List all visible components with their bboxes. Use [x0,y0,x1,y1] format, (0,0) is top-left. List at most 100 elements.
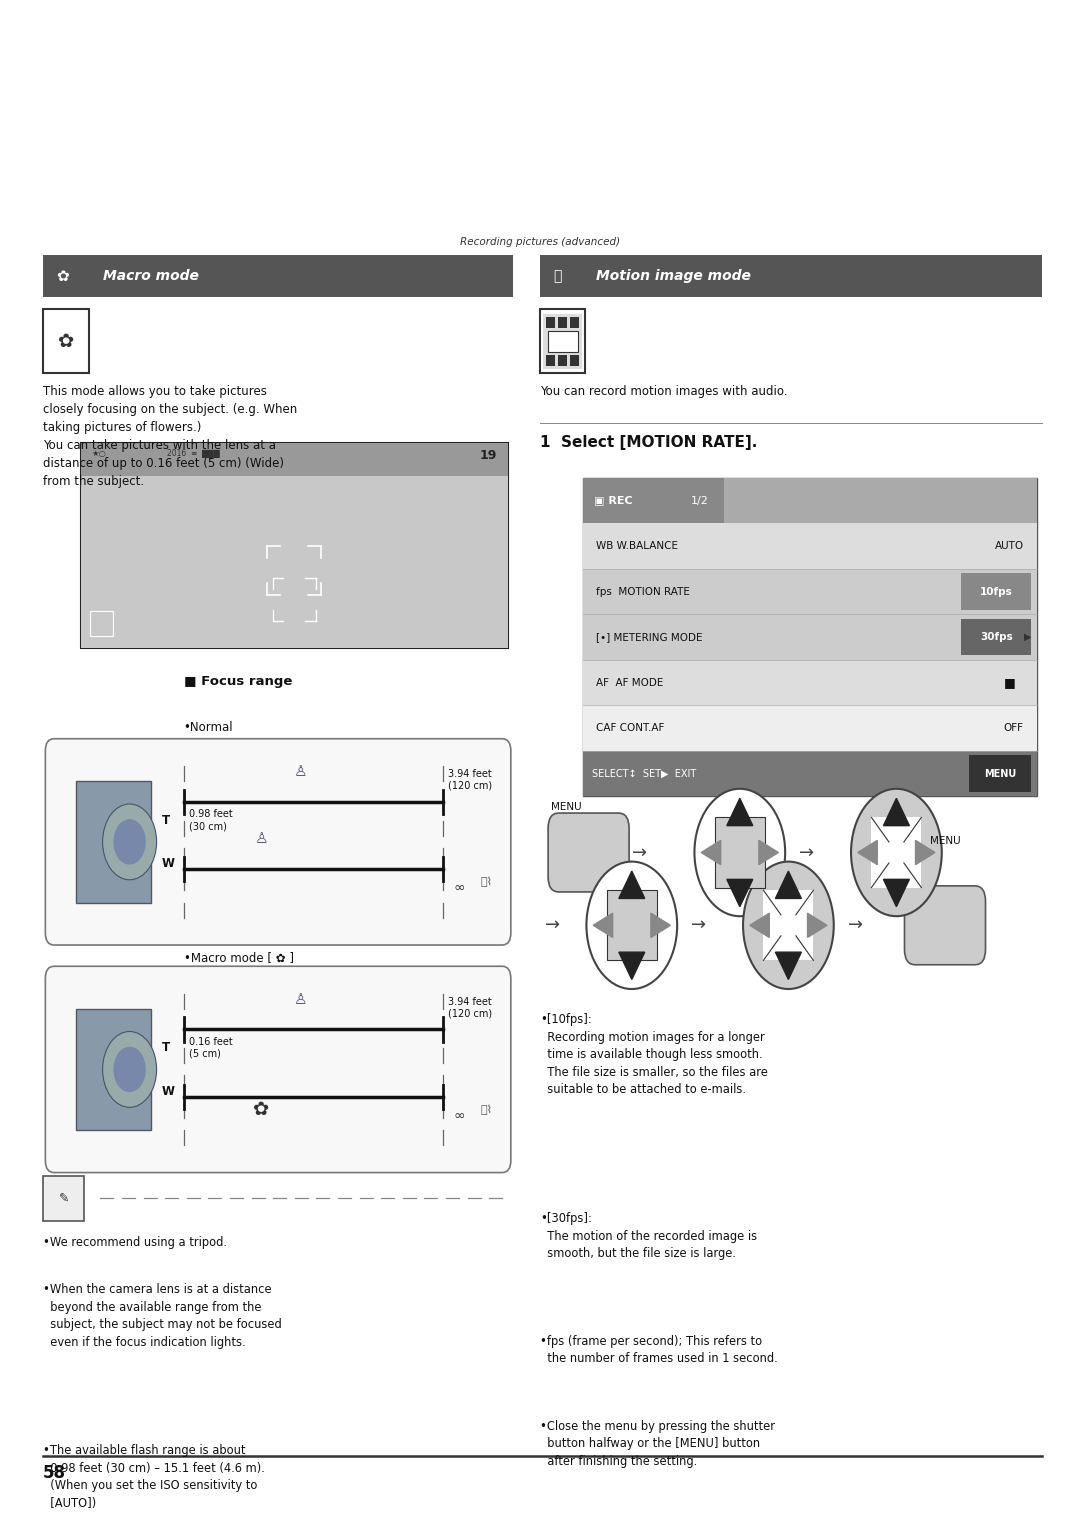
Polygon shape [858,841,877,865]
Bar [81,443,508,647]
FancyBboxPatch shape [905,887,986,964]
Text: 30fps: 30fps [980,632,1013,642]
Text: ■: ■ [1004,676,1015,690]
Text: CAF CONT.AF: CAF CONT.AF [596,723,664,732]
Text: Macro mode: Macro mode [103,269,199,284]
Text: Motion image mode: Motion image mode [596,269,751,284]
Polygon shape [883,798,909,826]
Text: •Close the menu by pressing the shutter
  button halfway or the [MENU] button
  : •Close the menu by pressing the shutter … [540,1419,775,1468]
Text: Recording pictures (advanced): Recording pictures (advanced) [460,237,620,247]
Polygon shape [619,871,645,899]
FancyBboxPatch shape [45,966,511,1172]
FancyBboxPatch shape [583,478,1037,797]
Polygon shape [775,952,801,980]
Bar [558,356,567,366]
Text: ⛰⌇: ⛰⌇ [481,877,492,888]
Bar [583,523,1037,569]
Text: ✎: ✎ [58,1192,69,1206]
Bar [607,890,657,960]
Text: 58: 58 [43,1463,66,1482]
Text: •fps (frame per second); This refers to
  the number of frames used in 1 second.: •fps (frame per second); This refers to … [540,1335,778,1366]
Bar [570,356,579,366]
Text: 3.94 feet
(120 cm): 3.94 feet (120 cm) [448,996,492,1018]
Text: AF  AF MODE: AF AF MODE [596,678,663,688]
Text: •The available flash range is about
  0.98 feet (30 cm) – 15.1 feet (4.6 m).
  (: •The available flash range is about 0.98… [43,1444,265,1509]
Text: ■ Focus range: ■ Focus range [184,674,292,688]
Text: ∞: ∞ [454,881,465,894]
Text: ▶: ▶ [1024,632,1031,642]
Text: ∞: ∞ [454,1108,465,1123]
FancyBboxPatch shape [43,310,89,374]
Bar [961,574,1031,610]
Text: 1  Select [MOTION RATE].: 1 Select [MOTION RATE]. [540,435,757,450]
Polygon shape [808,913,827,937]
Text: You can record motion images with audio.: You can record motion images with audio. [540,385,787,398]
Polygon shape [775,871,801,899]
Text: ★○: ★○ [92,449,107,458]
Text: ▣ REC: ▣ REC [594,496,633,505]
Bar [81,443,508,476]
Text: →: → [799,844,814,862]
Bar [583,569,1037,615]
Text: MENU: MENU [984,769,1016,778]
Circle shape [103,804,157,881]
Text: •[10fps]:
  Recording motion images for a longer
  time is available though less: •[10fps]: Recording motion images for a … [540,1013,768,1096]
Text: W: W [162,1085,175,1097]
Text: •Macro mode [ ✿ ]: •Macro mode [ ✿ ] [184,951,294,964]
Text: →: → [691,916,706,934]
Text: OFF: OFF [1003,723,1024,732]
Text: •Normal: •Normal [184,720,233,734]
Text: 19: 19 [480,449,497,462]
Text: MENU: MENU [930,836,960,847]
FancyBboxPatch shape [549,813,629,891]
Text: ⧉: ⧉ [553,269,562,284]
Text: ⛰⌇: ⛰⌇ [481,1105,492,1116]
Text: 2016  ≡  ███: 2016 ≡ ███ [167,449,220,458]
FancyBboxPatch shape [540,310,585,374]
Text: ♙: ♙ [294,765,307,780]
Text: •[30fps]:
  The motion of the recorded image is
  smooth, but the file size is l: •[30fps]: The motion of the recorded ima… [540,1212,757,1260]
Text: MENU: MENU [551,801,581,812]
Bar [764,890,813,960]
Text: •When the camera lens is at a distance
  beyond the available range from the
  s: •When the camera lens is at a distance b… [43,1283,282,1349]
FancyBboxPatch shape [76,781,151,902]
Circle shape [851,789,942,916]
Polygon shape [619,952,645,980]
Polygon shape [727,879,753,906]
Bar [969,755,1031,792]
Text: ♙: ♙ [294,992,307,1007]
Text: →: → [545,916,561,934]
Text: ♙: ♙ [255,832,268,847]
Bar [543,314,582,369]
Text: fps  MOTION RATE: fps MOTION RATE [596,586,690,597]
Bar [570,317,579,328]
Bar [961,620,1031,655]
Text: 10fps: 10fps [980,586,1013,597]
Polygon shape [727,798,753,826]
Circle shape [113,1047,146,1093]
Bar [546,356,555,366]
Bar [583,659,1037,705]
Bar [583,478,1037,523]
Polygon shape [883,879,909,906]
Text: W: W [162,858,175,870]
Bar [715,818,765,888]
Bar [583,615,1037,659]
Polygon shape [701,841,720,865]
Bar [90,612,113,636]
Polygon shape [750,913,769,937]
Text: ✿: ✿ [57,331,75,351]
Text: •We recommend using a tripod.: •We recommend using a tripod. [43,1236,227,1250]
Polygon shape [759,841,779,865]
Text: →: → [632,844,647,862]
Polygon shape [593,913,612,937]
Text: ✿: ✿ [56,269,69,284]
Text: 0.16 feet
(5 cm): 0.16 feet (5 cm) [189,1038,233,1059]
Polygon shape [916,841,935,865]
Text: [•] METERING MODE: [•] METERING MODE [596,632,703,642]
FancyBboxPatch shape [43,1175,84,1221]
Text: 1/2: 1/2 [691,496,710,505]
Polygon shape [651,913,671,937]
Text: 0.98 feet
(30 cm): 0.98 feet (30 cm) [189,809,233,832]
Bar [558,317,567,328]
